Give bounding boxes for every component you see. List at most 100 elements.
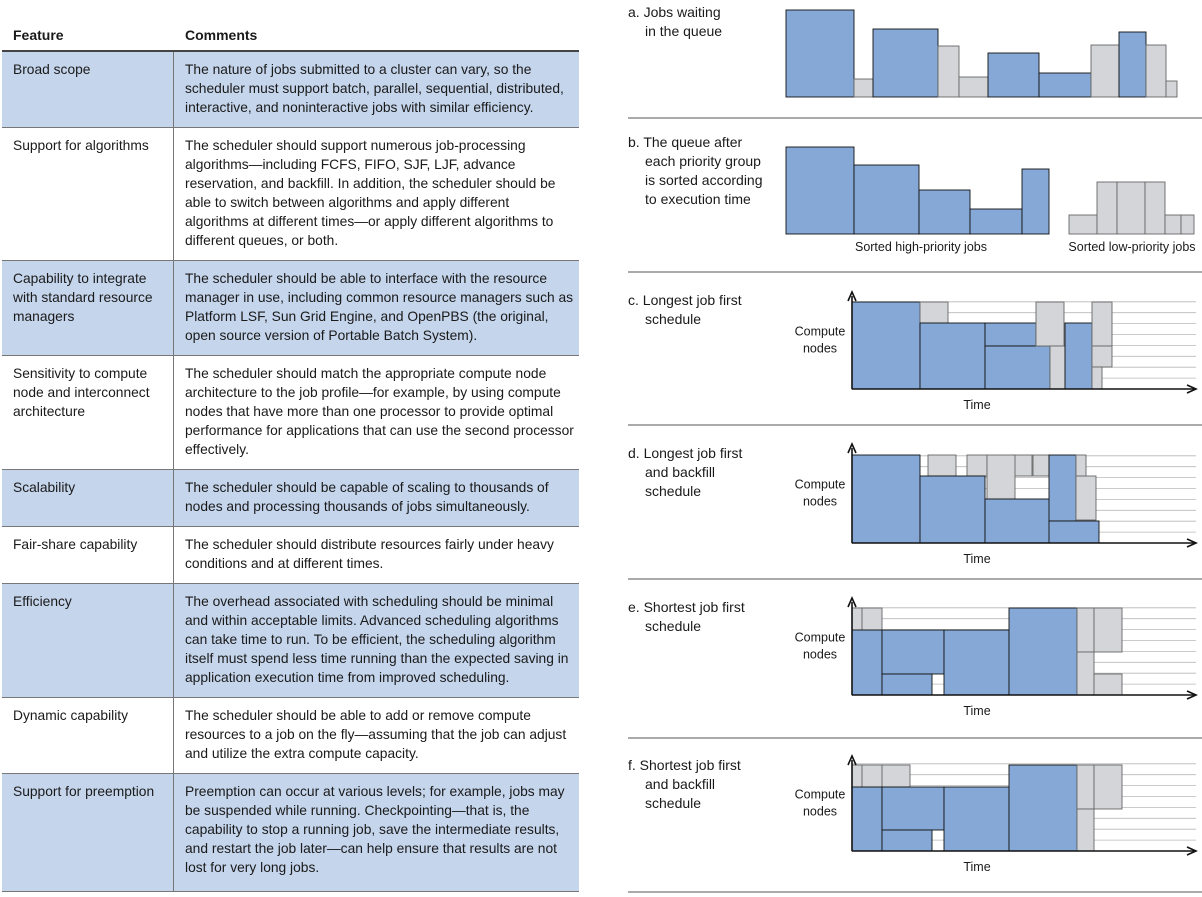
job-block: [986, 454, 1016, 500]
job-block: [851, 607, 863, 631]
header-feature: Feature: [13, 27, 64, 43]
table-row: Efficiency The overhead associated with …: [2, 584, 579, 698]
axes: [847, 442, 1198, 548]
job-block: [1048, 520, 1100, 544]
job-block: [881, 629, 945, 675]
job-block: [1075, 475, 1097, 521]
job-blocks: [851, 607, 1123, 696]
job-block: [1021, 168, 1050, 235]
job-block: [1049, 345, 1066, 390]
job-block: [881, 673, 933, 696]
column-divider: [173, 52, 174, 892]
job-block: [1038, 72, 1092, 98]
job-block: [1118, 31, 1147, 98]
comment-cell: Preemption can occur at various levels; …: [185, 784, 565, 875]
job-block: [1090, 44, 1120, 98]
panel-e: e. Shortest job first schedule Compute node…: [628, 596, 1198, 718]
x-axis-label: Time: [963, 398, 990, 412]
job-block: [881, 786, 945, 831]
panel-b: b. The queue after each priority group i…: [628, 134, 1196, 254]
job-block: [851, 764, 863, 788]
job-block: [919, 475, 986, 544]
table-row: Dynamic capability The scheduler should …: [2, 698, 579, 774]
job-block: [1076, 764, 1095, 810]
axes: [847, 596, 1198, 700]
job-block: [1096, 181, 1118, 235]
panel-f-title: f. Shortest job first and backfill schedul…: [628, 757, 741, 811]
comment-cell: The scheduler should be able to add or r…: [185, 708, 567, 761]
feature-cell: Fair-share capability: [13, 537, 138, 552]
panel-d: d. Longest job first and backfill schedule…: [628, 442, 1198, 566]
job-block: [1180, 214, 1195, 235]
job-block: [1165, 80, 1178, 98]
y-axis-label: Compute nodes: [795, 325, 846, 356]
job-block: [872, 28, 939, 98]
job-block: [1076, 607, 1095, 653]
y-axis-label: Compute nodes: [795, 631, 846, 662]
job-block: [861, 607, 883, 631]
panel-c-title: c. Longest job first schedule: [628, 292, 742, 327]
feature-cell: Support for algorithms: [13, 138, 149, 153]
axes: [847, 290, 1198, 394]
job-block: [851, 454, 921, 544]
job-blocks: [851, 454, 1100, 544]
job-block: [984, 345, 1051, 390]
job-block: [1144, 181, 1166, 235]
table-row: Broad scope The nature of jobs submitted…: [2, 52, 579, 128]
job-block: [943, 786, 1010, 852]
job-block: [1032, 454, 1050, 477]
x-axis-label: Time: [963, 552, 990, 566]
table-row: Fair-share capability The scheduler shou…: [2, 527, 579, 584]
panel-a-title: a. Jobs waiting in the queue: [628, 4, 725, 39]
job-block: [918, 189, 971, 235]
job-block: [861, 764, 883, 788]
job-block: [966, 454, 988, 477]
panel-e-title: e. Shortest job first schedule: [628, 599, 745, 634]
comment-cell: The nature of jobs submitted to a cluste…: [185, 62, 564, 115]
table-row: Support for preemption Preemption can oc…: [2, 774, 579, 892]
comment-cell: The scheduler should distribute resource…: [185, 537, 554, 571]
job-block: [1093, 764, 1123, 810]
comment-cell: The overhead associated with scheduling …: [185, 594, 569, 685]
comment-cell: The scheduler should match the appropria…: [185, 366, 574, 457]
job-block: [851, 629, 883, 696]
table-row: Scalability The scheduler should be capa…: [2, 470, 579, 527]
job-block: [1048, 454, 1077, 522]
feature-table: Feature Comments Broad scope The nature …: [2, 22, 579, 892]
job-block: [881, 829, 933, 852]
header-comments: Comments: [185, 27, 258, 43]
panel-d-title: d. Longest job first and backfill schedule: [628, 445, 743, 499]
job-block: [919, 322, 986, 390]
job-block: [919, 301, 949, 324]
job-block: [785, 146, 855, 235]
y-axis-label: Compute nodes: [795, 788, 846, 819]
job-block: [1076, 651, 1095, 696]
group-label-high: Sorted high-priority jobs: [855, 240, 987, 254]
panel-a: a. Jobs waiting in the queue: [628, 4, 1178, 98]
axes: [847, 754, 1198, 856]
job-block: [1091, 345, 1113, 368]
job-block: [1145, 44, 1167, 98]
job-block: [853, 78, 874, 98]
job-block: [984, 322, 1037, 347]
panel-b-title: b. The queue after each priority group i…: [628, 134, 766, 207]
feature-cell: Dynamic capability: [13, 708, 129, 723]
job-block: [851, 786, 883, 852]
table-header: Feature Comments: [2, 22, 579, 52]
job-block: [943, 629, 1010, 696]
job-blocks: [851, 764, 1123, 852]
feature-cell: Broad scope: [13, 62, 91, 77]
job-block: [1075, 454, 1087, 477]
table-row: Capability to integrate with standard re…: [2, 261, 579, 356]
feature-cell: Support for preemption: [13, 784, 155, 799]
comment-cell: The scheduler should support numerous jo…: [185, 138, 556, 248]
comment-cell: The scheduler should be able to interfac…: [185, 271, 574, 343]
job-block: [851, 301, 921, 390]
job-block: [1076, 808, 1095, 852]
job-block: [1093, 607, 1123, 653]
job-block: [1035, 301, 1065, 347]
job-block: [785, 9, 855, 98]
job-block: [1164, 214, 1182, 235]
job-block: [1116, 181, 1146, 235]
